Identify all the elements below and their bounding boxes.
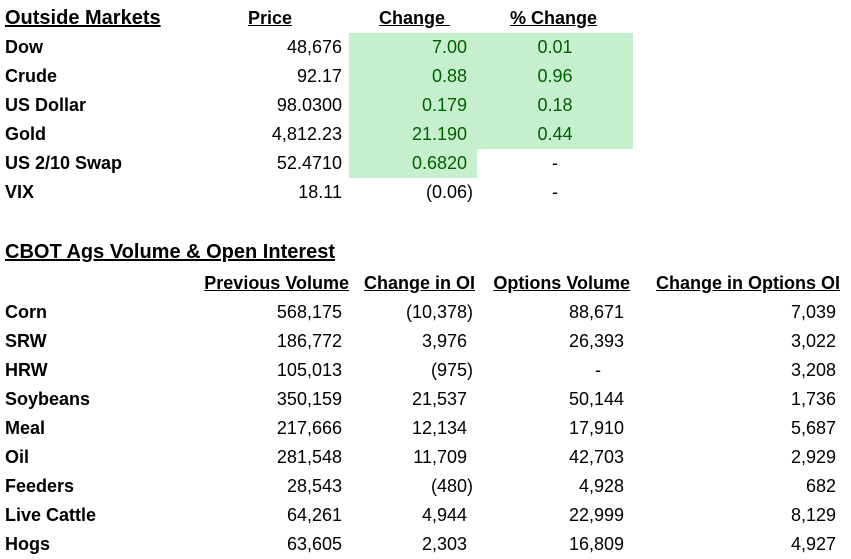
market-change: 0.6820 [349, 149, 477, 178]
change-in-options-oi: 8,129 [790, 505, 836, 525]
cbot-title-row: CBOT Ags Volume & Open Interest [0, 238, 851, 267]
commodity-name: Meal [5, 418, 46, 438]
header-options-volume: Options Volume [493, 273, 630, 293]
commodity-name: SRW [5, 331, 47, 351]
change-in-oi: (10,378) [405, 302, 473, 322]
previous-volume: 281,548 [276, 447, 342, 467]
previous-volume: 105,013 [276, 360, 342, 380]
header-pct-change: % Change [510, 8, 598, 28]
cbot-row-soybeans: Soybeans 350,159 21,537 50,144 1,736 [0, 385, 851, 414]
market-name: Dow [5, 37, 43, 57]
market-change: (0.06) [425, 182, 473, 202]
market-price: 98.0300 [276, 95, 342, 115]
change-in-oi: 12,134 [411, 418, 467, 438]
market-name: US Dollar [5, 95, 87, 115]
options-volume: 42,703 [568, 447, 624, 467]
market-row-us-dollar: US Dollar 98.0300 0.179 0.18 [0, 91, 851, 120]
previous-volume: 63,605 [286, 534, 342, 554]
commodity-name: Soybeans [5, 389, 91, 409]
market-pct-change: - [552, 153, 558, 173]
previous-volume: 186,772 [276, 331, 342, 351]
options-volume: 88,671 [568, 302, 624, 322]
market-name: US 2/10 Swap [5, 153, 123, 173]
options-volume: 26,393 [568, 331, 624, 351]
market-price: 4,812.23 [271, 124, 342, 144]
market-name: VIX [5, 182, 35, 202]
change-in-oi: 3,976 [421, 331, 467, 351]
market-row-vix: VIX 18.11 (0.06) - [0, 178, 851, 207]
cbot-row-hogs: Hogs 63,605 2,303 16,809 4,927 [0, 530, 851, 559]
market-pct-change: - [552, 182, 558, 202]
commodity-name: Live Cattle [5, 505, 97, 525]
previous-volume: 64,261 [286, 505, 342, 525]
change-in-options-oi: 682 [805, 476, 836, 496]
header-change-in-options-oi: Change in Options OI [656, 273, 840, 293]
change-in-options-oi: 3,208 [790, 360, 836, 380]
header-price: Price [248, 8, 293, 28]
market-pct-change: 0.44 [477, 120, 633, 149]
market-name: Gold [5, 124, 46, 144]
market-change: 21.190 [349, 120, 477, 149]
change-in-oi: 21,537 [411, 389, 467, 409]
change-in-options-oi: 3,022 [790, 331, 836, 351]
market-price: 18.11 [298, 182, 342, 202]
header-change-in-oi: Change in OI [363, 273, 475, 293]
options-volume: 4,928 [578, 476, 624, 496]
options-volume: 50,144 [568, 389, 624, 409]
header-change: Change [379, 8, 451, 28]
change-in-oi: 2,303 [421, 534, 467, 554]
market-price: 52.4710 [276, 153, 342, 173]
cbot-title: CBOT Ags Volume & Open Interest [5, 241, 336, 263]
cbot-row-oil: Oil 281,548 11,709 42,703 2,929 [0, 443, 851, 472]
change-in-oi: 4,944 [421, 505, 467, 525]
cbot-row-hrw: HRW 105,013 (975) - 3,208 [0, 356, 851, 385]
change-in-options-oi: 2,929 [790, 447, 836, 467]
previous-volume: 568,175 [276, 302, 342, 322]
options-volume: - [595, 360, 601, 380]
commodity-name: Hogs [5, 534, 50, 554]
commodity-name: Feeders [5, 476, 75, 496]
cbot-row-live-cattle: Live Cattle 64,261 4,944 22,999 8,129 [0, 501, 851, 530]
market-pct-change: 0.01 [477, 33, 633, 62]
commodity-name: HRW [5, 360, 48, 380]
market-change: 0.88 [349, 62, 477, 91]
cbot-header-row: Previous Volume Change in OI Options Vol… [0, 269, 851, 298]
change-in-options-oi: 1,736 [790, 389, 836, 409]
market-change: 7.00 [349, 33, 477, 62]
options-volume: 16,809 [568, 534, 624, 554]
previous-volume: 217,666 [276, 418, 342, 438]
cbot-row-srw: SRW 186,772 3,976 26,393 3,022 [0, 327, 851, 356]
header-previous-volume: Previous Volume [204, 273, 349, 293]
cbot-row-meal: Meal 217,666 12,134 17,910 5,687 [0, 414, 851, 443]
market-price: 48,676 [286, 37, 342, 57]
change-in-oi: (480) [430, 476, 473, 496]
change-in-options-oi: 5,687 [790, 418, 836, 438]
commodity-name: Corn [5, 302, 47, 322]
cbot-row-corn: Corn 568,175 (10,378) 88,671 7,039 [0, 298, 851, 327]
change-in-options-oi: 7,039 [790, 302, 836, 322]
outside-markets-header-row: Outside Markets Price Change % Change [0, 4, 851, 33]
cbot-row-feeders: Feeders 28,543 (480) 4,928 682 [0, 472, 851, 501]
options-volume: 17,910 [568, 418, 624, 438]
change-in-oi: (975) [430, 360, 473, 380]
market-price: 92.17 [296, 66, 342, 86]
market-change: 0.179 [349, 91, 477, 120]
previous-volume: 350,159 [276, 389, 342, 409]
market-row-gold: Gold 4,812.23 21.190 0.44 [0, 120, 851, 149]
market-pct-change: 0.96 [477, 62, 633, 91]
market-name: Crude [5, 66, 58, 86]
market-row-dow: Dow 48,676 7.00 0.01 [0, 33, 851, 62]
previous-volume: 28,543 [286, 476, 342, 496]
market-pct-change: 0.18 [477, 91, 633, 120]
change-in-oi: 11,709 [413, 447, 467, 467]
change-in-options-oi: 4,927 [790, 534, 836, 554]
options-volume: 22,999 [568, 505, 624, 525]
market-row-us-2-10-swap: US 2/10 Swap 52.4710 0.6820 - [0, 149, 851, 178]
outside-markets-title: Outside Markets [5, 7, 161, 29]
commodity-name: Oil [5, 447, 30, 467]
market-row-crude: Crude 92.17 0.88 0.96 [0, 62, 851, 91]
